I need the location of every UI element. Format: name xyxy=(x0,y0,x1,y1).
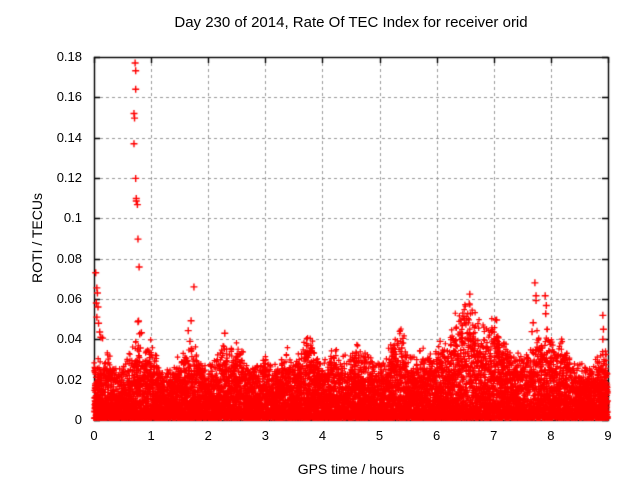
x-tick-label: 3 xyxy=(261,428,269,443)
y-tick-label: 0.04 xyxy=(56,331,82,347)
x-tick-label: 9 xyxy=(604,428,612,443)
y-tick-label: 0.12 xyxy=(56,170,82,185)
x-tick-label: 7 xyxy=(490,428,498,443)
x-tick-label: 5 xyxy=(375,428,384,443)
y-tick-label: 0.16 xyxy=(56,89,82,105)
x-tick-label: 4 xyxy=(318,428,327,443)
y-tick-label: 0.14 xyxy=(56,129,82,145)
x-tick-label: 1 xyxy=(147,428,155,443)
y-tick-label: 0.06 xyxy=(56,291,82,306)
y-tick-label: 0.1 xyxy=(63,210,82,226)
y-tick-label: 0.08 xyxy=(56,250,82,266)
x-tick-label: 6 xyxy=(433,428,441,443)
chart-title: Day 230 of 2014, Rate Of TEC Index for r… xyxy=(174,14,528,31)
y-axis-label: ROTI / TECUs xyxy=(29,193,45,283)
y-tick-label: 0.18 xyxy=(56,49,82,64)
y-tick-label: 0 xyxy=(74,412,82,427)
x-tick-label: 0 xyxy=(90,428,98,443)
x-tick-label: 8 xyxy=(547,428,555,443)
x-tick-label: 2 xyxy=(204,428,212,443)
y-tick-label: 0.02 xyxy=(56,371,82,387)
x-axis-label: GPS time / hours xyxy=(297,461,405,477)
